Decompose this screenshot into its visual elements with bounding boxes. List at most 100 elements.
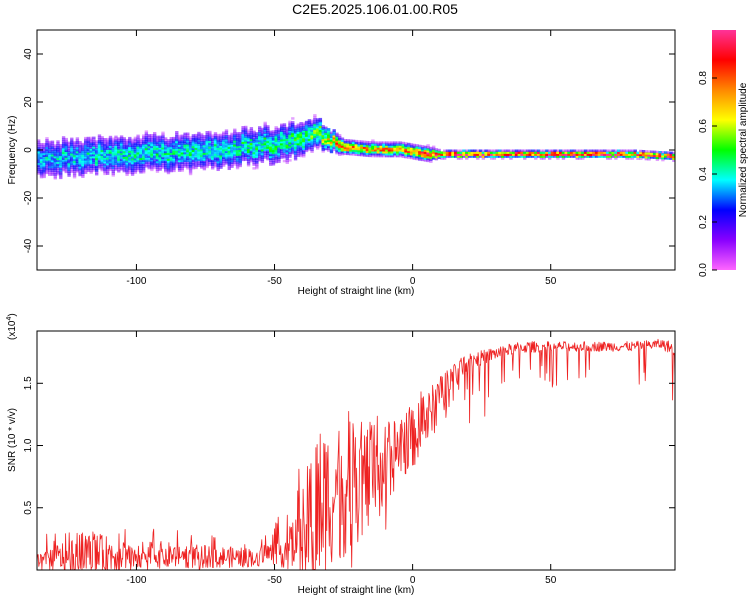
spectrogram-cell xyxy=(72,145,77,148)
spectrogram-cell xyxy=(172,161,176,165)
spectrogram-cell xyxy=(208,159,212,163)
spectrogram-cell xyxy=(166,139,171,142)
spectrogram-cell xyxy=(61,138,66,141)
spectrogram-cell xyxy=(211,134,215,137)
spectrogram-cell xyxy=(219,166,223,169)
spectrogram-cell xyxy=(117,162,121,165)
spectrogram-cell xyxy=(324,126,328,130)
spectrogram-cell xyxy=(307,134,312,138)
spectrogram-cell xyxy=(349,143,353,146)
spectrogram-cell xyxy=(343,139,347,142)
spectrogram-cell xyxy=(633,149,637,153)
spectrogram-cell xyxy=(103,141,107,145)
spectrogram-cell xyxy=(50,156,55,159)
spectrogram-cell xyxy=(293,132,298,136)
spectrogram-cell xyxy=(241,149,245,152)
spectrogram-cell xyxy=(293,146,298,149)
spectrogram-cell xyxy=(92,138,96,142)
spectrogram-cell xyxy=(564,149,568,153)
spectrogram-cell xyxy=(86,156,91,159)
spectrogram-cell xyxy=(92,140,96,143)
spectrogram-cell xyxy=(78,148,82,152)
spectrogram-cell xyxy=(340,152,345,156)
spectrogram-cell xyxy=(362,146,367,149)
spectrogram-cell xyxy=(288,149,292,153)
spectrogram-cell xyxy=(86,157,91,161)
spectrogram-cell xyxy=(404,150,408,153)
spectrogram-cell xyxy=(175,165,179,169)
spectrogram-cell xyxy=(296,150,300,154)
spectrogram-cell xyxy=(142,147,146,151)
spectrogram-cell xyxy=(398,149,403,152)
spectrogram-cell xyxy=(517,155,521,158)
spectrogram-cell xyxy=(108,149,113,152)
spectrogram-cell xyxy=(241,145,245,148)
spectrogram-cell xyxy=(175,161,179,165)
spectrogram-cell xyxy=(45,137,49,140)
spectrogram-cell xyxy=(200,133,204,136)
spectrogram-cell xyxy=(186,142,190,145)
spectrogram-cell xyxy=(664,153,668,156)
spectrogram-cell xyxy=(625,151,629,154)
spectrogram-cell xyxy=(299,129,303,133)
spectrogram-cell xyxy=(255,153,259,156)
spectrogram-cell xyxy=(86,142,91,146)
spectrogram-cell xyxy=(271,153,276,156)
spectrogram-x-ticks: -100 -50 0 50 xyxy=(126,30,557,287)
spectrogram-cell xyxy=(177,155,182,159)
spectrogram-cell xyxy=(117,158,121,162)
spectrogram-cell xyxy=(321,127,325,130)
spectrogram-cell xyxy=(119,162,124,165)
spectrogram-cell xyxy=(205,165,209,169)
spectrogram-cell xyxy=(97,142,102,145)
spectrogram-cell xyxy=(158,156,162,160)
spectrogram-cell xyxy=(249,155,254,159)
spectrogram-cell xyxy=(56,148,60,151)
spectrogram-cell xyxy=(169,152,173,155)
spectrogram-cell xyxy=(78,152,82,156)
spectrogram-cell xyxy=(84,171,88,175)
spectrogram-cell xyxy=(382,151,386,154)
spectrogram-cell xyxy=(321,132,325,136)
spectrogram-cell xyxy=(304,140,309,143)
spectrogram-cell xyxy=(175,136,179,140)
spectrogram-cell xyxy=(512,151,516,154)
spectrogram-cell xyxy=(53,157,57,161)
spectrogram-cell xyxy=(357,153,361,157)
spectrogram-cell xyxy=(45,146,49,150)
spectrogram-cell xyxy=(498,155,502,158)
spectrogram-cell xyxy=(45,171,49,175)
spectrogram-cell xyxy=(338,143,342,147)
spectrogram-cell xyxy=(177,140,182,144)
spectrogram-cell xyxy=(633,153,637,156)
spectrogram-cell xyxy=(285,132,289,136)
spectrogram-cell xyxy=(186,165,190,168)
spectrogram-cell xyxy=(490,151,494,154)
spectrogram-cell xyxy=(108,155,113,158)
spectrogram-cell xyxy=(205,133,209,136)
spectrogram-cell xyxy=(95,171,99,174)
spectrogram-cells xyxy=(37,114,675,180)
spectrogram-cell xyxy=(503,149,508,153)
spectrogram-cell xyxy=(133,157,138,161)
spectrogram-cell xyxy=(208,148,212,151)
spectrogram-cell xyxy=(84,142,88,146)
spectrogram-cell xyxy=(266,132,270,136)
spectrogram-cell xyxy=(302,124,306,127)
spectrogram-cell xyxy=(84,140,88,144)
spectrogram-cell xyxy=(575,157,579,160)
spectrogram-cell xyxy=(412,145,416,149)
spectrogram-cell xyxy=(191,143,196,147)
spectrogram-cell xyxy=(89,140,93,144)
spectrogram-cell xyxy=(255,141,259,145)
spectrogram-cell xyxy=(258,137,262,141)
spectrogram-cell xyxy=(224,160,229,163)
spectrogram-cell xyxy=(282,154,287,157)
spectrogram-cell xyxy=(285,126,289,130)
spectrogram-cell xyxy=(401,143,405,147)
x-tick-label: -50 xyxy=(267,575,282,586)
spectrogram-cell xyxy=(390,152,394,156)
spectrogram-cell xyxy=(382,141,386,144)
spectrogram-cell xyxy=(299,133,303,137)
spectrogram-cell xyxy=(387,147,392,150)
